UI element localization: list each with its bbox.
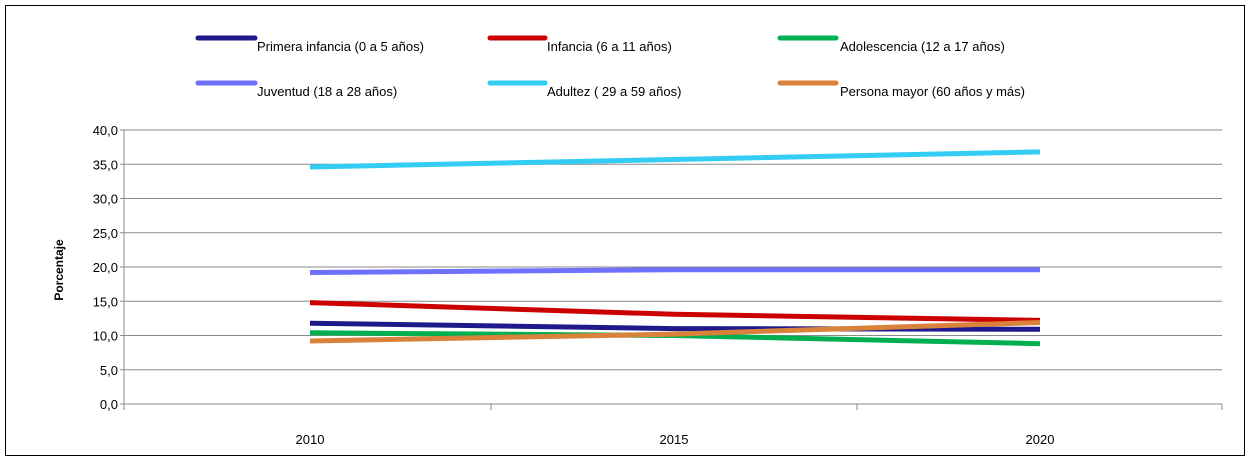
y-tick-labels: 0,0 5,0 10,0 15,0 20,0 25,0 30,0 35,0 40,0: [93, 123, 118, 412]
series-line: [309, 149, 1041, 170]
series-line: [309, 320, 1041, 332]
y-tick-label: 5,0: [100, 363, 118, 378]
series-line: [309, 300, 1041, 323]
gridlines: [120, 129, 1222, 405]
y-tick-label: 35,0: [93, 157, 118, 172]
axes: [123, 130, 1223, 410]
legend-label: Primera infancia (0 a 5 años): [257, 39, 424, 54]
series-lines: [309, 149, 1041, 347]
y-tick-label: 0,0: [100, 397, 118, 412]
legend-label: Infancia (6 a 11 años): [547, 39, 672, 54]
y-axis-title: Porcentaje: [52, 239, 66, 301]
legend-label: Persona mayor (60 años y más): [840, 84, 1025, 99]
legend-label: Adultez ( 29 a 59 años): [547, 84, 681, 99]
chart-frame: [5, 5, 1245, 456]
legend-label: Adolescencia (12 a 17 años): [840, 39, 1005, 54]
y-tick-label: 25,0: [93, 226, 118, 241]
y-tick-label: 15,0: [93, 294, 118, 309]
x-tick-labels: 2010 2015 2020: [296, 432, 1055, 447]
series-line: [309, 267, 1040, 275]
legend: Primera infancia (0 a 5 años) Infancia (6…: [195, 35, 1025, 99]
x-tick-label: 2015: [660, 432, 689, 447]
y-tick-label: 20,0: [93, 260, 118, 275]
series-line: [309, 320, 1041, 344]
legend-label: Juventud (18 a 28 años): [257, 84, 397, 99]
y-tick-label: 40,0: [93, 123, 118, 138]
y-tick-label: 30,0: [93, 192, 118, 207]
y-tick-label: 10,0: [93, 329, 118, 344]
x-tick-label: 2020: [1026, 432, 1055, 447]
x-tick-label: 2010: [296, 432, 325, 447]
